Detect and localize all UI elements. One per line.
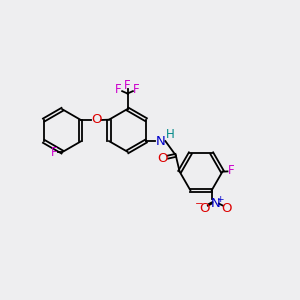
Text: F: F bbox=[133, 83, 140, 96]
Text: O: O bbox=[157, 152, 168, 165]
Text: +: + bbox=[216, 195, 224, 204]
Text: O: O bbox=[199, 202, 210, 214]
Text: O: O bbox=[221, 202, 232, 214]
Text: N: N bbox=[155, 135, 165, 148]
Text: O: O bbox=[91, 113, 102, 127]
Text: H: H bbox=[166, 128, 175, 141]
Text: −: − bbox=[195, 199, 204, 209]
Text: F: F bbox=[115, 83, 122, 96]
Text: F: F bbox=[124, 79, 131, 92]
Text: N: N bbox=[210, 197, 220, 210]
Text: F: F bbox=[51, 146, 57, 159]
Text: F: F bbox=[228, 164, 235, 177]
